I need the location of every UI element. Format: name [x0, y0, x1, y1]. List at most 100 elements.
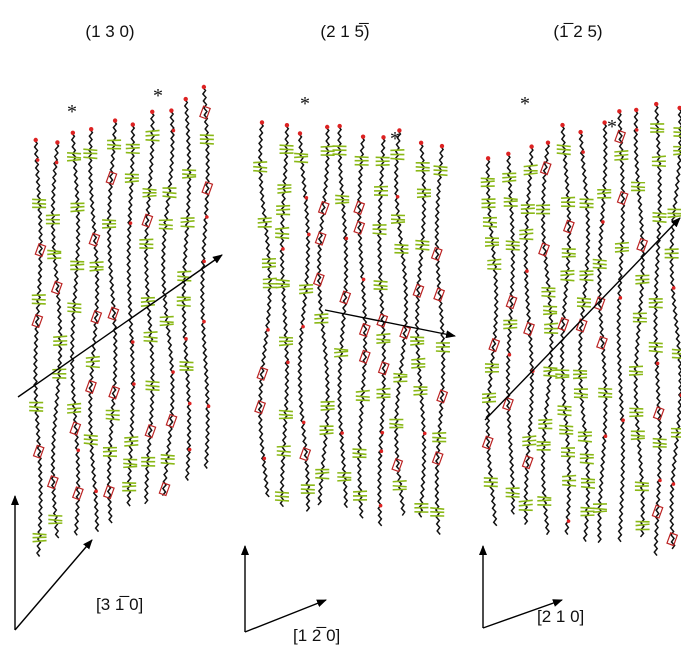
hetero-atom — [205, 215, 209, 219]
end-atom — [169, 108, 173, 112]
side-group — [32, 199, 46, 200]
side-group — [294, 153, 308, 154]
end-atom — [89, 127, 93, 131]
star: * — [390, 128, 400, 150]
hetero-atom — [36, 158, 40, 162]
side-group — [482, 397, 496, 398]
side-group — [67, 412, 81, 413]
side-group — [315, 478, 329, 479]
side-group — [522, 436, 536, 437]
side-group — [614, 159, 628, 160]
side-group — [560, 279, 574, 280]
side-group — [558, 406, 572, 407]
side-group — [177, 305, 191, 306]
side-group — [182, 177, 196, 178]
side-group — [665, 249, 679, 250]
side-group — [635, 282, 649, 283]
hetero-atom — [423, 432, 427, 436]
side-group — [671, 437, 681, 438]
chain — [435, 146, 444, 535]
side-group — [574, 393, 588, 394]
hetero-atom — [281, 247, 285, 251]
hetero-atom — [619, 296, 623, 300]
chain — [318, 127, 329, 505]
side-group — [139, 239, 153, 240]
end-atom — [71, 131, 75, 135]
side-group — [67, 311, 81, 312]
side-group — [519, 500, 533, 501]
axis-arrow — [15, 540, 92, 630]
side-group — [29, 411, 43, 412]
side-group — [390, 158, 404, 159]
side-group — [181, 221, 195, 222]
hetero-atom — [525, 269, 529, 273]
side-group — [417, 196, 431, 197]
side-group — [67, 303, 81, 304]
side-group — [415, 241, 429, 242]
hetero-atom — [379, 504, 383, 508]
end-atom — [202, 85, 206, 89]
side-group — [143, 189, 157, 190]
side-group — [389, 424, 403, 425]
side-group — [503, 324, 517, 325]
chain — [507, 154, 515, 515]
side-group — [337, 477, 351, 478]
side-group — [200, 143, 214, 144]
side-group — [182, 170, 196, 171]
side-group — [356, 396, 370, 397]
side-group — [578, 436, 592, 437]
chain — [395, 131, 408, 516]
side-group — [391, 222, 405, 223]
side-group — [179, 366, 193, 367]
side-group — [635, 279, 649, 280]
side-group — [159, 228, 173, 229]
end-atom — [260, 120, 264, 124]
side-group — [561, 197, 575, 198]
side-group — [504, 201, 518, 202]
side-group — [33, 541, 47, 542]
side-group — [67, 408, 81, 409]
side-group — [544, 323, 558, 324]
side-group — [314, 318, 328, 319]
side-group — [615, 251, 629, 252]
side-group — [482, 393, 496, 394]
side-group — [124, 437, 138, 438]
side-group — [649, 302, 663, 303]
side-group — [29, 407, 43, 408]
side-group — [32, 303, 46, 304]
chain — [634, 110, 644, 537]
side-group — [394, 249, 408, 250]
side-group — [162, 196, 176, 197]
end-atom — [337, 124, 341, 128]
side-group — [275, 237, 289, 238]
end-atom — [677, 106, 681, 110]
side-group — [47, 253, 61, 254]
side-group — [352, 449, 366, 450]
side-group — [629, 408, 643, 409]
hetero-atom — [302, 421, 306, 425]
side-group — [667, 216, 681, 217]
side-group — [673, 128, 681, 129]
side-group — [141, 301, 155, 302]
side-group — [629, 416, 643, 417]
chain — [281, 125, 289, 507]
side-group — [46, 215, 60, 216]
side-group — [519, 510, 533, 511]
side-group — [598, 389, 612, 390]
side-group — [32, 203, 46, 204]
side-group — [537, 445, 551, 446]
direction-label: [3 1̅ 0] — [96, 595, 143, 614]
side-group — [559, 426, 573, 427]
side-group — [434, 170, 448, 171]
side-group — [123, 463, 137, 464]
star: * — [67, 101, 77, 123]
side-group — [320, 433, 334, 434]
side-group — [579, 274, 593, 275]
end-atom — [381, 135, 385, 139]
side-group — [123, 466, 137, 467]
side-group — [487, 264, 501, 265]
side-group — [593, 263, 607, 264]
side-group — [502, 173, 516, 174]
side-group — [502, 180, 516, 181]
chain — [598, 123, 607, 543]
